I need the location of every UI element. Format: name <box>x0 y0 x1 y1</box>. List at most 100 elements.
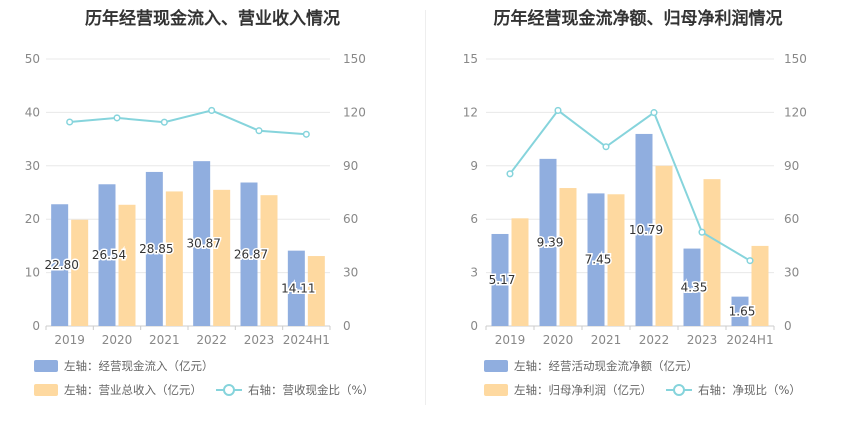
x-tick-label: 2019 <box>495 333 526 347</box>
bar <box>655 165 673 326</box>
bar <box>240 182 258 326</box>
y-tick-label-right: 120 <box>784 105 807 119</box>
line-point <box>698 228 706 236</box>
line-point <box>602 143 610 151</box>
legend-line-swatch <box>666 384 692 396</box>
x-tick-label: 2022 <box>196 333 227 347</box>
legend-label: 左轴：经营现金流入（亿元） <box>64 359 214 373</box>
legend-label: 左轴：营业总收入（亿元） <box>64 383 202 397</box>
legend-item-series-2[interactable]: 左轴：归母净利润（亿元） <box>484 382 652 398</box>
chart-title: 历年经营现金流入、营业收入情况 <box>85 9 340 29</box>
y-tick-label-left: 12 <box>463 105 478 119</box>
bar <box>51 204 69 326</box>
x-tick-label: 2021 <box>149 333 180 347</box>
legend-item-series-3[interactable]: 右轴：净现比（%） <box>666 382 801 398</box>
bar <box>491 233 509 326</box>
bar <box>71 219 89 326</box>
bar <box>165 191 183 326</box>
bar <box>635 133 653 326</box>
bar <box>118 204 136 326</box>
legend-row-2: 左轴：归母净利润（亿元） 右轴：净现比（%） <box>484 382 815 398</box>
legend-swatch <box>484 360 508 372</box>
legend-label: 右轴：净现比（%） <box>698 383 801 397</box>
y-tick-label-right: 60 <box>343 212 358 226</box>
legend-label: 右轴：营收现金比（%） <box>248 383 374 397</box>
panel-divider <box>425 10 426 405</box>
bar <box>193 161 211 326</box>
y-tick-label-right: 90 <box>343 159 358 173</box>
y-tick-label-right: 30 <box>784 266 799 280</box>
line-point <box>113 114 121 122</box>
y-tick-label-left: 40 <box>25 105 40 119</box>
data-label: 5.17 <box>489 273 516 287</box>
y-tick-label-left: 20 <box>25 212 40 226</box>
data-label: 4.35 <box>681 280 708 294</box>
data-label: 28.85 <box>139 242 173 256</box>
line-point <box>650 109 658 117</box>
y-tick-label-left: 9 <box>470 159 478 173</box>
bar <box>559 188 577 326</box>
y-tick-label-left: 10 <box>25 266 40 280</box>
legend-item-series-3[interactable]: 右轴：营收现金比（%） <box>216 382 374 398</box>
x-tick-label: 2021 <box>591 333 622 347</box>
bar <box>260 195 278 326</box>
data-label: 22.80 <box>44 258 78 272</box>
series-line <box>509 109 751 262</box>
bar <box>539 158 557 326</box>
data-label: 30.87 <box>186 237 220 251</box>
bar <box>751 245 769 326</box>
series-line <box>69 109 307 136</box>
bar <box>145 171 163 326</box>
chart-title: 历年经营现金流净额、归母净利润情况 <box>493 9 783 29</box>
y-tick-label-right: 60 <box>784 212 799 226</box>
data-label: 10.79 <box>629 223 663 237</box>
y-tick-label-left: 3 <box>470 266 478 280</box>
bar <box>703 179 721 326</box>
legend-row-1: 左轴：经营现金流入（亿元） <box>34 358 228 374</box>
data-label: 26.87 <box>234 247 268 261</box>
x-tick-label: 2023 <box>687 333 718 347</box>
line-point <box>746 257 754 265</box>
y-tick-label-right: 30 <box>343 266 358 280</box>
legend-item-series-1[interactable]: 左轴：经营活动现金流净额（亿元） <box>484 358 698 374</box>
bar <box>511 218 529 326</box>
y-tick-label-left: 30 <box>25 159 40 173</box>
bar <box>307 256 325 326</box>
legend-row-1: 左轴：经营活动现金流净额（亿元） <box>484 358 712 374</box>
legend-row-2: 左轴：营业总收入（亿元） 右轴：营收现金比（%） <box>34 382 388 398</box>
x-tick-label: 2022 <box>639 333 670 347</box>
chart-panel-right: 历年经营现金流净额、归母净利润情况 0 3 6 9 12 15 0 30 60 90 120 150 2… <box>426 0 850 437</box>
line-point <box>506 170 514 178</box>
bar <box>731 296 749 326</box>
y-tick-label-right: 0 <box>784 319 792 333</box>
chart-panel-left: 历年经营现金流入、营业收入情况 0 10 20 30 40 50 0 30 60 90 120 150… <box>25 9 388 398</box>
x-tick-label: 2023 <box>244 333 275 347</box>
chart-plot: 0 10 20 30 40 50 0 30 60 90 120 150 2019 2020 2021 2022… <box>25 52 366 347</box>
data-label: 14.11 <box>281 281 315 295</box>
y-tick-label-right: 150 <box>343 52 366 66</box>
y-tick-label-left: 15 <box>463 52 478 66</box>
line-point <box>66 118 74 126</box>
y-tick-label-left: 6 <box>470 212 478 226</box>
data-label: 9.39 <box>537 235 564 249</box>
legend-item-series-1[interactable]: 左轴：经营现金流入（亿元） <box>34 358 214 374</box>
legend-item-series-2[interactable]: 左轴：营业总收入（亿元） <box>34 382 202 398</box>
bar <box>98 184 116 326</box>
y-tick-label-left: 0 <box>470 319 478 333</box>
line-point <box>208 106 216 114</box>
y-tick-label-right: 90 <box>784 159 799 173</box>
y-tick-label-right: 150 <box>784 52 807 66</box>
line-point <box>302 130 310 138</box>
y-tick-label-left: 50 <box>25 52 40 66</box>
x-tick-label: 2024H1 <box>283 333 330 347</box>
bar <box>213 189 231 326</box>
legend-label: 左轴：经营活动现金流净额（亿元） <box>514 359 698 373</box>
x-tick-label: 2019 <box>54 333 85 347</box>
data-label: 1.65 <box>729 304 756 318</box>
legend-label: 左轴：归母净利润（亿元） <box>514 383 652 397</box>
y-tick-label-left: 0 <box>32 319 40 333</box>
y-tick-label-right: 0 <box>343 319 351 333</box>
line-point <box>554 106 562 114</box>
y-tick-label-right: 120 <box>343 105 366 119</box>
